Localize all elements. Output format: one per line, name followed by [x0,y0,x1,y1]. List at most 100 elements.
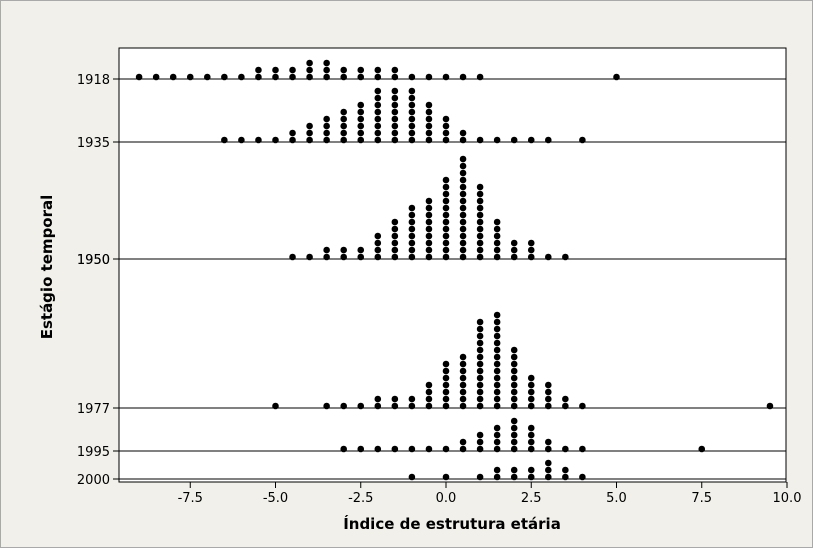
data-point [562,445,569,453]
data-point [459,445,467,453]
data-point [493,445,501,453]
data-point [391,253,399,261]
data-point [408,108,416,116]
data-point [545,445,552,453]
data-point [391,395,399,403]
x-tick-label: 2.5 [521,491,542,506]
data-point [476,445,484,453]
data-point [374,445,382,453]
data-point [459,353,467,361]
data-point [493,360,501,368]
data-point [306,59,313,67]
data-point [442,445,450,453]
data-points [135,59,774,481]
data-point [459,136,467,144]
data-point [510,239,518,247]
data-point [391,87,399,95]
data-point [306,73,313,81]
data-point [493,346,501,354]
y-tick-label: 1935 [77,136,110,151]
x-tick-label: -7.5 [178,491,203,506]
data-point [459,176,467,184]
data-point [391,402,399,410]
data-point [255,136,262,144]
data-point [238,136,245,144]
data-point [527,395,535,403]
data-point [323,253,330,261]
y-tick-label: 1918 [77,73,110,88]
data-point [476,246,484,254]
data-point [493,246,501,254]
data-point [340,66,348,74]
x-tick-label: -2.5 [348,491,373,506]
data-point [562,395,569,403]
data-point [476,374,484,382]
data-point [493,374,501,382]
data-point [510,417,518,425]
data-point [442,225,450,233]
data-point [442,402,450,410]
y-axis-title: Estágio temporal [38,195,56,340]
data-point [221,136,228,144]
data-point [442,197,450,205]
x-tick-label: 0.0 [436,491,457,506]
data-point [493,353,501,361]
data-point [357,253,365,261]
data-point [493,388,501,396]
y-tick-label: 1995 [77,445,110,460]
data-point [493,402,501,410]
data-point [357,66,365,74]
data-point [357,122,365,130]
data-point [442,176,450,184]
data-point [493,431,501,439]
data-point [510,346,518,354]
data-point [425,246,433,254]
data-point [408,129,416,137]
data-point [476,253,484,261]
data-point [442,253,450,261]
data-point [323,73,330,81]
data-point [527,246,535,254]
y-tick-label: 1977 [77,402,110,417]
data-point [545,459,552,467]
data-point [152,73,160,81]
data-point [408,246,416,254]
data-point [340,253,348,261]
data-point [425,197,433,205]
data-point [357,402,365,410]
data-point [425,129,433,137]
data-point [374,395,382,403]
data-point [493,318,501,326]
data-point [306,129,313,137]
data-point [408,87,416,95]
data-point [289,129,296,137]
data-point [272,402,279,410]
data-point [527,445,535,453]
data-point [476,190,484,198]
data-point [459,239,467,247]
data-point [510,438,518,446]
data-point [408,225,416,233]
data-point [442,473,450,481]
data-point [545,395,552,403]
data-point [306,122,313,130]
data-point [374,101,382,109]
data-point [459,360,467,368]
data-point [562,402,569,410]
data-point [459,402,467,410]
data-point [340,108,348,116]
data-point [476,332,484,340]
data-point [425,204,433,212]
data-point [340,115,348,123]
data-point [408,395,416,403]
data-point [442,381,450,389]
data-point [340,129,348,137]
data-point [562,466,569,474]
data-point [408,211,416,219]
data-point [510,424,518,432]
data-point [459,155,467,163]
data-point [476,325,484,333]
data-point [493,232,501,240]
data-point [527,388,535,396]
data-point [493,332,501,340]
